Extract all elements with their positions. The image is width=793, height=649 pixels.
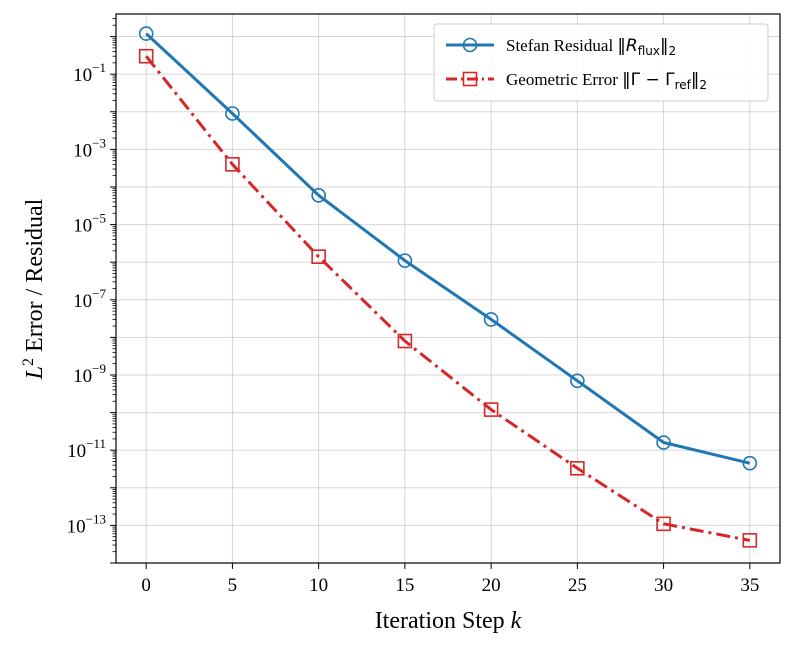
data-point (397, 253, 413, 268)
data-point (570, 373, 585, 389)
y-tick-label: 10−3 (73, 135, 106, 161)
data-point (138, 48, 154, 64)
x-tick-label: 5 (228, 575, 238, 596)
x-tick-label: 15 (395, 575, 414, 596)
x-tick-label: 25 (568, 575, 587, 596)
x-axis: 0 5 10 15 20 25 30 35 (141, 563, 759, 596)
data-point (483, 402, 499, 417)
legend-label-geometric: Geometric Error ‖Γ − Γref‖2 (506, 70, 707, 92)
data-point (656, 435, 671, 450)
legend-label-stefan: Stefan Residual ‖Rflux‖2 (506, 36, 676, 58)
y-tick-label: 10−9 (73, 361, 106, 387)
data-point (483, 312, 499, 327)
x-axis-label: Iteration Step k (375, 608, 522, 634)
data-point (311, 249, 326, 264)
legend: Stefan Residual ‖Rflux‖2 Geometric Error… (433, 23, 769, 102)
legend-marker-circle (462, 37, 478, 53)
y-tick-label: 10−11 (67, 436, 106, 462)
x-tick-label: 30 (654, 575, 673, 596)
series-line (145, 32, 751, 465)
y-tick-label: 10−7 (73, 286, 106, 312)
data-point (742, 455, 758, 471)
data-point (225, 157, 240, 172)
legend-frame (433, 23, 769, 102)
data-point (138, 26, 154, 41)
legend-marker-square (462, 71, 478, 87)
legend-entry-stefan-residual: Stefan Residual ‖Rflux‖2 (446, 36, 676, 58)
data-point (397, 333, 413, 349)
data-point (570, 460, 585, 476)
series-stefan-residual (138, 26, 758, 471)
data-point (311, 188, 326, 203)
series-layer (138, 26, 758, 548)
y-tick-label: 10−13 (67, 511, 106, 537)
legend-entry-geometric-error: Geometric Error ‖Γ − Γref‖2 (446, 70, 707, 92)
x-tick-label: 10 (309, 575, 328, 596)
series-geometric-error (138, 48, 758, 548)
y-axis-label: L2 Error / Residual (20, 198, 48, 380)
x-tick-label: 20 (482, 575, 501, 596)
x-tick-label: 35 (740, 575, 759, 596)
series-line (145, 55, 751, 542)
y-axis: 10−1 10−3 10−5 10−7 10−9 10−11 10−13 (67, 18, 116, 564)
x-tick-label: 0 (141, 575, 151, 596)
data-point (656, 516, 671, 532)
data-point (742, 533, 758, 548)
y-tick-label: 10−1 (73, 60, 106, 86)
data-point (225, 106, 240, 121)
y-tick-label: 10−5 (73, 211, 106, 237)
